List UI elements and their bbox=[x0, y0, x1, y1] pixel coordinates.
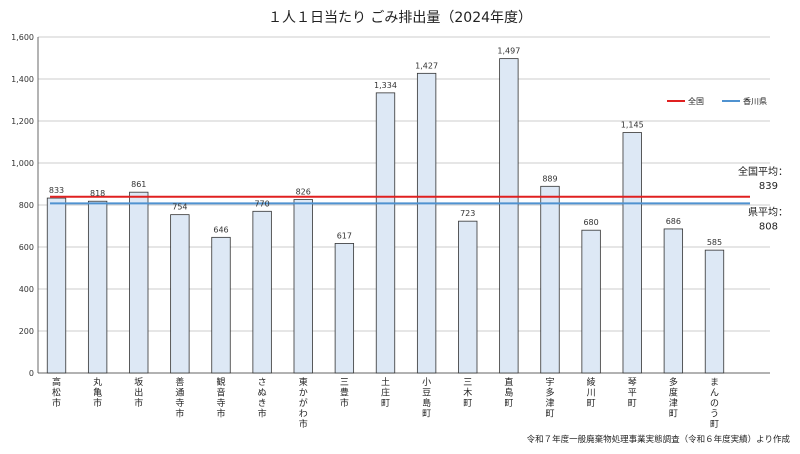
data-label: 754 bbox=[172, 203, 187, 212]
y-tick-label: 400 bbox=[19, 285, 34, 294]
data-label: 833 bbox=[49, 186, 64, 195]
bar bbox=[252, 210, 272, 374]
category-label: 東かがわ市 bbox=[299, 376, 308, 430]
y-tick-label: 1,200 bbox=[11, 117, 34, 126]
category-label: 宇多津町 bbox=[545, 376, 554, 420]
data-label: 861 bbox=[131, 180, 146, 189]
bar bbox=[499, 58, 519, 374]
category-label: さぬき市 bbox=[258, 377, 267, 420]
category-label: 丸亀市 bbox=[93, 376, 102, 409]
data-label: 1,145 bbox=[621, 121, 644, 130]
category-label: 土庄町 bbox=[381, 376, 390, 409]
source-note: 令和７年度一般廃棄物処理事業実態調査（令和６年度実績）より作成 bbox=[527, 434, 791, 445]
data-label: 680 bbox=[583, 218, 598, 227]
gridlines bbox=[38, 36, 770, 374]
category-label: 三豊市 bbox=[340, 378, 349, 409]
average-value: 808 bbox=[759, 221, 778, 232]
bar bbox=[704, 249, 725, 374]
category-label: 坂出市 bbox=[134, 377, 143, 409]
data-label: 818 bbox=[90, 189, 105, 198]
bar bbox=[540, 185, 560, 374]
data-label: 826 bbox=[296, 188, 311, 197]
average-label: 全国平均： bbox=[738, 165, 788, 178]
y-tick-label: 200 bbox=[19, 327, 34, 336]
data-label: 617 bbox=[337, 231, 352, 240]
category-label: 綾川町 bbox=[587, 376, 596, 409]
bar bbox=[129, 191, 149, 374]
category-label: 直島町 bbox=[504, 376, 513, 409]
data-label: 889 bbox=[542, 174, 557, 183]
bar bbox=[293, 199, 313, 374]
data-label: 646 bbox=[213, 225, 228, 234]
data-label: 1,497 bbox=[497, 47, 520, 56]
bar bbox=[375, 92, 396, 374]
data-label: 686 bbox=[666, 217, 681, 226]
category-label: 高松市 bbox=[52, 376, 61, 409]
y-tick-label: 600 bbox=[19, 243, 34, 252]
data-label: 1,427 bbox=[415, 61, 438, 70]
legend: 全国 香川県 bbox=[667, 96, 767, 106]
category-label: 善通寺市 bbox=[175, 376, 184, 420]
bar bbox=[622, 132, 642, 374]
y-tick-label: 1,600 bbox=[11, 33, 34, 42]
data-label: 585 bbox=[707, 238, 722, 247]
y-tick-label: 800 bbox=[19, 201, 34, 210]
average-annotations: 全国平均： 839 県平均： 808 bbox=[738, 165, 788, 233]
data-label: 770 bbox=[254, 199, 269, 208]
bar bbox=[211, 236, 231, 374]
axes: 0 200 400 600 800 1,000 1,200 1,400 1,600 bbox=[11, 33, 770, 378]
legend-entry: 香川県 bbox=[743, 96, 767, 106]
bar bbox=[458, 220, 478, 374]
bar bbox=[46, 197, 67, 374]
bar bbox=[334, 243, 355, 374]
bar bbox=[170, 214, 190, 374]
category-label: まんのう町 bbox=[710, 377, 719, 430]
average-value: 839 bbox=[759, 181, 778, 192]
category-label: 多度津町 bbox=[669, 376, 678, 420]
category-label: 三木町 bbox=[463, 378, 472, 409]
bar bbox=[416, 72, 437, 374]
category-label: 琴平町 bbox=[628, 377, 637, 409]
average-label: 県平均： bbox=[748, 206, 788, 218]
bar bbox=[663, 228, 684, 374]
reference-lines bbox=[50, 195, 750, 205]
data-labels: 833 818 861 754 646 770 826 617 1,334 1,427 723 1,4… bbox=[49, 47, 722, 248]
bar bbox=[581, 229, 601, 374]
data-label: 723 bbox=[460, 209, 475, 218]
chart-title: １人１日当たり ごみ排出量（2024年度） bbox=[268, 10, 532, 26]
y-tick-label: 0 bbox=[29, 369, 34, 378]
bars bbox=[46, 58, 725, 374]
y-tick-label: 1,400 bbox=[11, 75, 34, 84]
category-label: 観音寺市 bbox=[216, 376, 225, 420]
y-tick-label: 1,000 bbox=[11, 159, 34, 168]
legend-entry: 全国 bbox=[688, 96, 704, 106]
category-labels: 高松市 丸亀市 坂出市 善通寺市 観音寺市 さぬき市 東かがわ市 三豊市 土庄町 小豆島町 三木町 直… bbox=[52, 376, 719, 430]
data-label: 1,334 bbox=[374, 81, 397, 90]
category-label: 小豆島町 bbox=[422, 377, 431, 420]
bar bbox=[87, 200, 108, 374]
